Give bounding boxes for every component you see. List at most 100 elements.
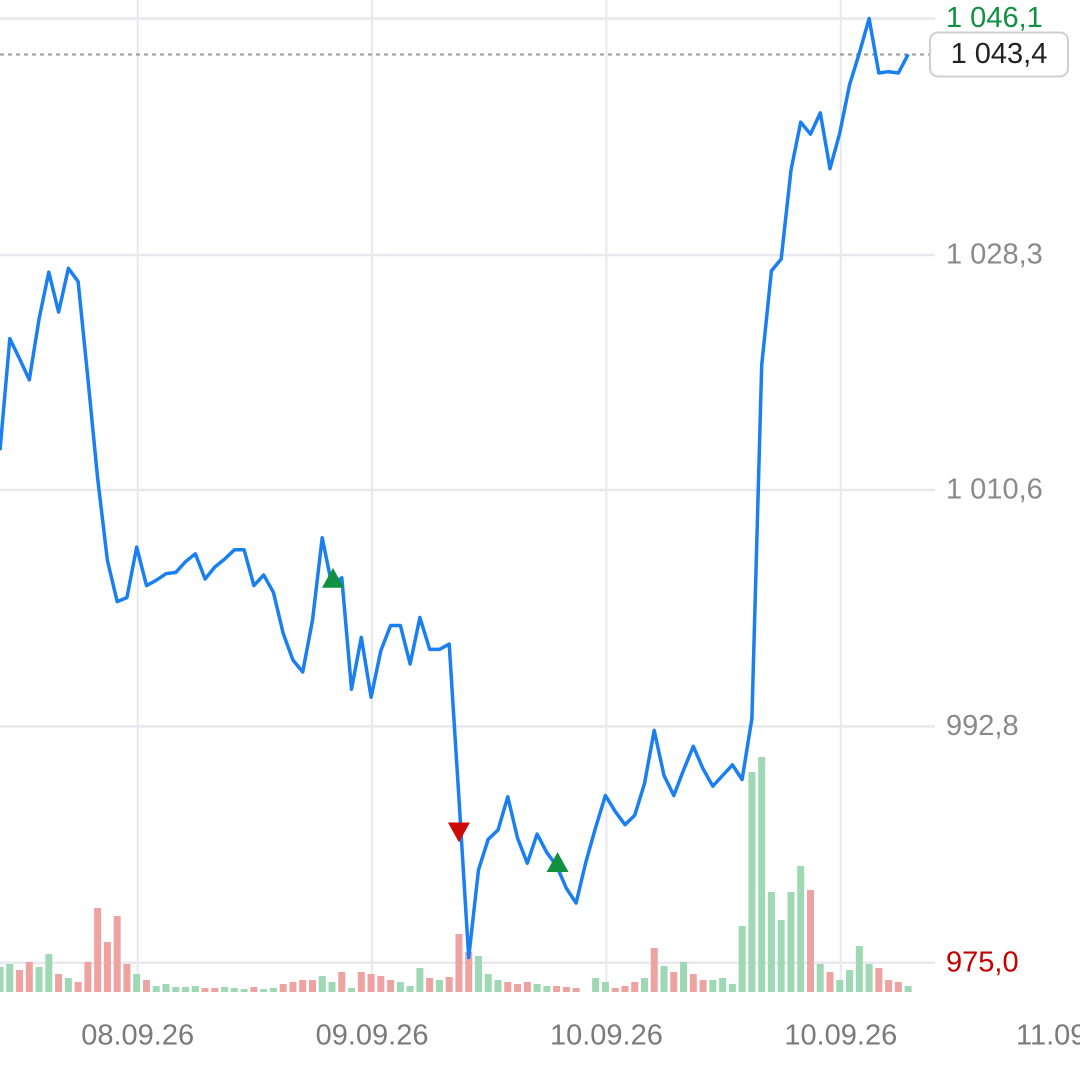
volume-bar bbox=[396, 982, 404, 992]
volume-bar bbox=[357, 972, 365, 992]
volume-bar bbox=[289, 982, 297, 992]
current-price-label: 1 043,4 bbox=[951, 38, 1048, 70]
volume-bar bbox=[416, 968, 424, 992]
volume-bar bbox=[865, 964, 873, 992]
volume-bar bbox=[474, 956, 482, 992]
volume-bar bbox=[826, 972, 834, 992]
volume-bar bbox=[728, 984, 736, 992]
signal-marker bbox=[321, 567, 344, 588]
x-tick-label: 09.09.26 bbox=[316, 1020, 429, 1052]
volume-bar bbox=[640, 978, 648, 992]
y-tick-label: 1 046,1 bbox=[946, 2, 1043, 34]
x-tick-label: 08.09.26 bbox=[81, 1020, 194, 1052]
volume-bar bbox=[572, 988, 580, 992]
volume-bar bbox=[162, 984, 170, 992]
volume-bar bbox=[894, 982, 902, 992]
volume-bar bbox=[152, 986, 160, 992]
volume-bar bbox=[553, 986, 561, 992]
volume-bar bbox=[699, 980, 707, 992]
volume-bar bbox=[113, 916, 121, 992]
volume-bar bbox=[367, 974, 375, 992]
volume-bar bbox=[191, 986, 199, 992]
volume-bar bbox=[133, 974, 141, 992]
volume-bar bbox=[94, 908, 102, 992]
volume-bar bbox=[406, 986, 414, 992]
volume-bar bbox=[611, 988, 619, 992]
volume-bar bbox=[45, 954, 53, 992]
volume-bar bbox=[25, 962, 33, 992]
volume-bar bbox=[680, 962, 688, 992]
volume-bar bbox=[904, 986, 912, 992]
volume-bar bbox=[543, 986, 551, 992]
volume-bar bbox=[601, 982, 609, 992]
volume-bar bbox=[631, 982, 639, 992]
volume-bar bbox=[221, 987, 229, 992]
volume-bar bbox=[377, 976, 385, 992]
volume-bar bbox=[504, 982, 512, 992]
volume-bar bbox=[758, 757, 766, 992]
volume-bar bbox=[348, 988, 356, 992]
volume-bar bbox=[719, 978, 727, 992]
volume-bar bbox=[787, 892, 795, 992]
volume-bar bbox=[767, 892, 775, 992]
signal-marker bbox=[546, 852, 569, 872]
volume-bar bbox=[240, 989, 248, 992]
volume-bar bbox=[670, 972, 678, 992]
volume-bar bbox=[435, 980, 443, 992]
volume-bar bbox=[142, 980, 150, 992]
price-line bbox=[0, 16, 910, 960]
volume-bar bbox=[621, 986, 629, 992]
volume-bar bbox=[16, 970, 24, 992]
volume-bar bbox=[308, 980, 316, 992]
volume-bar bbox=[484, 974, 492, 992]
volume-bar bbox=[816, 964, 824, 992]
y-tick-label: 992,8 bbox=[946, 710, 1019, 742]
volume-bar bbox=[592, 978, 600, 992]
volume-bar bbox=[523, 982, 531, 992]
volume-bar bbox=[885, 980, 893, 992]
volume-bar bbox=[299, 980, 307, 992]
volume-bar bbox=[84, 962, 92, 992]
volume-bar bbox=[318, 976, 326, 992]
volume-bar bbox=[855, 946, 863, 992]
volume-bar bbox=[650, 948, 658, 992]
volume-bar bbox=[465, 952, 473, 992]
y-tick-label: 1 010,6 bbox=[946, 474, 1043, 506]
volume-bar bbox=[387, 980, 395, 992]
volume-bar bbox=[0, 967, 4, 992]
volume-bar bbox=[836, 980, 844, 992]
volume-bar bbox=[123, 964, 131, 992]
volume-bar bbox=[797, 866, 805, 992]
volume-bar bbox=[328, 982, 336, 992]
y-tick-label: 1 028,3 bbox=[946, 239, 1043, 271]
volume-bar bbox=[269, 988, 277, 992]
volume-bar bbox=[562, 987, 570, 992]
volume-bar bbox=[455, 934, 463, 992]
volume-bar bbox=[494, 980, 502, 992]
volume-bar bbox=[660, 966, 668, 992]
x-tick-label: 10.09.26 bbox=[784, 1020, 897, 1052]
x-tick-label: 11.09 bbox=[1016, 1020, 1080, 1052]
volume-bar bbox=[6, 964, 14, 992]
volume-bar bbox=[279, 984, 287, 992]
volume-bar bbox=[55, 974, 63, 992]
volume-bar bbox=[709, 980, 717, 992]
volume-bar bbox=[875, 968, 883, 992]
volume-bar bbox=[338, 972, 346, 992]
signal-marker bbox=[447, 822, 470, 843]
volume-bar bbox=[74, 982, 82, 992]
volume-bar bbox=[846, 970, 854, 992]
volume-bar bbox=[64, 978, 72, 992]
volume-bar bbox=[103, 942, 111, 992]
volume-bar bbox=[533, 984, 541, 992]
volume-bar bbox=[748, 772, 756, 992]
volume-bar bbox=[172, 987, 180, 992]
volume-bar bbox=[777, 920, 785, 992]
volume-bar bbox=[738, 926, 746, 992]
volume-bar bbox=[426, 978, 434, 992]
volume-bar bbox=[689, 974, 697, 992]
volume-bar bbox=[35, 967, 43, 992]
x-tick-label: 10.09.26 bbox=[550, 1020, 663, 1052]
